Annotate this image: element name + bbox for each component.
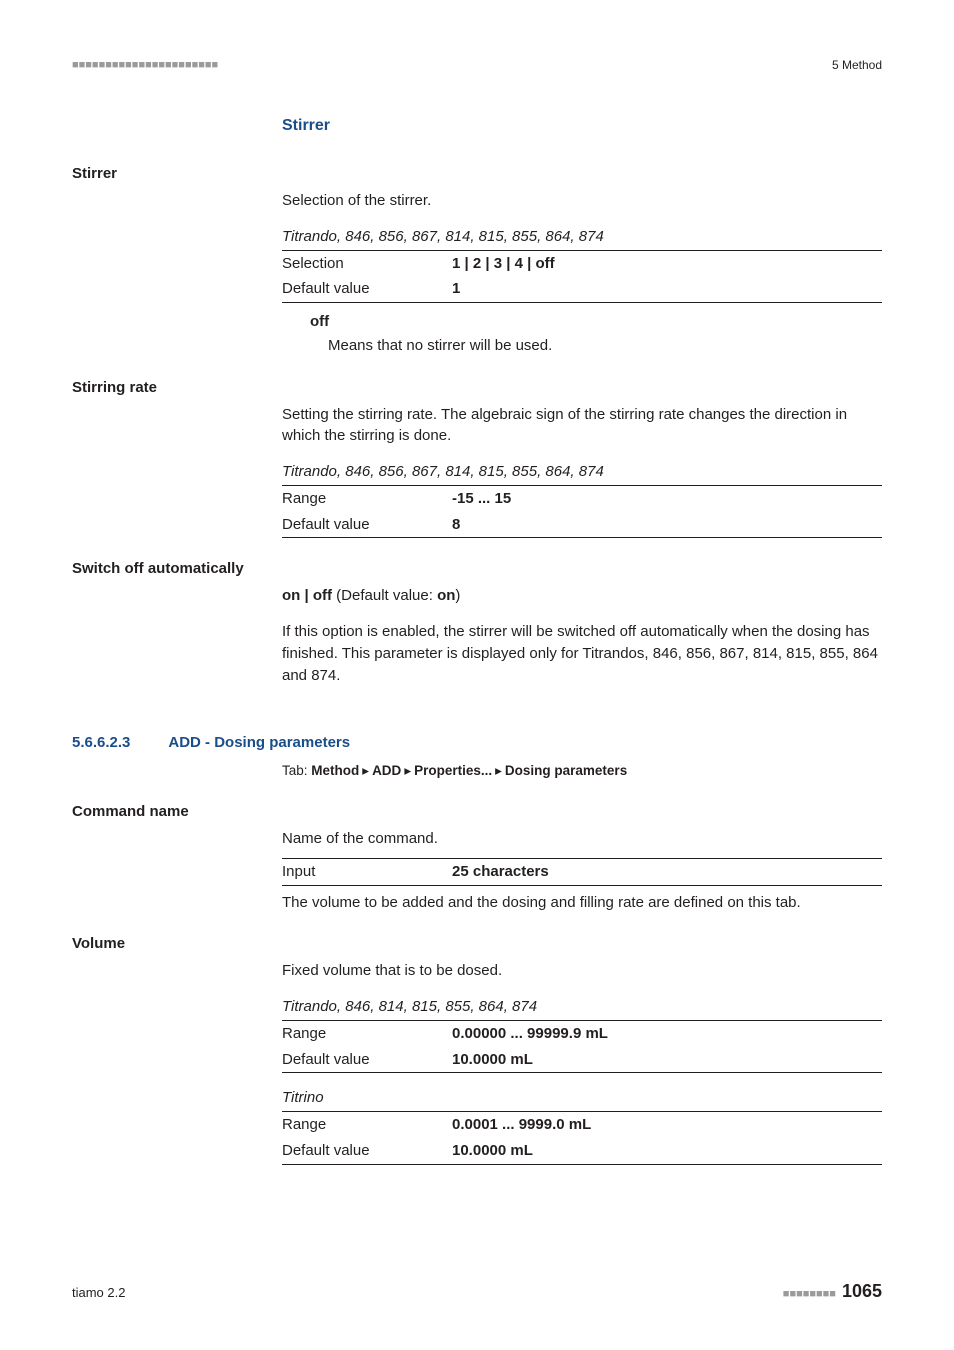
breadcrumb: Tab: Method▸ADD▸Properties...▸Dosing par… bbox=[282, 761, 882, 781]
table-key: Default value bbox=[282, 1047, 452, 1073]
param-table: Range 0.00000 ... 99999.9 mL Default val… bbox=[282, 1020, 882, 1074]
chevron-right-icon: ▸ bbox=[401, 763, 414, 778]
page-footer: tiamo 2.2 ■■■■■■■■ 1065 bbox=[72, 1281, 882, 1302]
product-name: tiamo 2.2 bbox=[72, 1285, 125, 1300]
table-val: 25 characters bbox=[452, 859, 882, 885]
tab-part: Properties... bbox=[414, 763, 492, 778]
table-key: Default value bbox=[282, 512, 452, 538]
onoff-mid: (Default value: bbox=[332, 587, 437, 604]
onoff-options: on | off bbox=[282, 587, 332, 604]
onoff-default: on bbox=[437, 587, 455, 604]
table-key: Input bbox=[282, 859, 452, 885]
param-table: Range -15 ... 15 Default value 8 bbox=[282, 485, 882, 539]
def-body: Means that no stirrer will be used. bbox=[328, 335, 882, 357]
table-val: 0.00000 ... 99999.9 mL bbox=[452, 1021, 882, 1047]
table-key: Range bbox=[282, 486, 452, 512]
table-key: Range bbox=[282, 1021, 452, 1047]
section-number: 5.6.6.2.3 bbox=[72, 734, 130, 751]
param-label-command-name: Command name bbox=[72, 803, 282, 820]
param-table: Range 0.0001 ... 9999.0 mL Default value… bbox=[282, 1111, 882, 1165]
onoff-suffix: ) bbox=[455, 587, 460, 604]
footer-dashes: ■■■■■■■■ bbox=[783, 1288, 836, 1300]
chevron-right-icon: ▸ bbox=[492, 763, 505, 778]
table-val: 1 bbox=[452, 276, 882, 302]
table-key: Range bbox=[282, 1112, 452, 1138]
page-number: 1065 bbox=[842, 1281, 882, 1301]
param-desc: The volume to be added and the dosing an… bbox=[282, 892, 882, 914]
running-header: ■■■■■■■■■■■■■■■■■■■■■■ 5 Method bbox=[72, 58, 882, 72]
table-key: Default value bbox=[282, 276, 452, 302]
tab-part: Method bbox=[311, 763, 359, 778]
table-val: 1 | 2 | 3 | 4 | off bbox=[452, 251, 882, 277]
tab-part: ADD bbox=[372, 763, 401, 778]
param-label-stirring-rate: Stirring rate bbox=[72, 379, 282, 396]
models-line: Titrando, 846, 856, 867, 814, 815, 855, … bbox=[282, 461, 882, 483]
param-label-stirrer: Stirrer bbox=[72, 165, 282, 182]
header-chapter: 5 Method bbox=[832, 58, 882, 72]
param-label-volume: Volume bbox=[72, 935, 282, 952]
def-term: off bbox=[310, 311, 882, 333]
param-desc: Selection of the stirrer. bbox=[282, 190, 882, 212]
table-val: 10.0000 mL bbox=[452, 1138, 882, 1164]
models-line: Titrando, 846, 814, 815, 855, 864, 874 bbox=[282, 996, 882, 1018]
param-desc: Setting the stirring rate. The algebraic… bbox=[282, 404, 882, 448]
param-table: Selection 1 | 2 | 3 | 4 | off Default va… bbox=[282, 250, 882, 304]
table-val: 10.0000 mL bbox=[452, 1047, 882, 1073]
tab-prefix: Tab: bbox=[282, 763, 311, 778]
models-line: Titrino bbox=[282, 1087, 882, 1109]
chevron-right-icon: ▸ bbox=[359, 763, 372, 778]
table-val: -15 ... 15 bbox=[452, 486, 882, 512]
table-key: Selection bbox=[282, 251, 452, 277]
table-val: 8 bbox=[452, 512, 882, 538]
param-table: Input 25 characters bbox=[282, 858, 882, 886]
section-title: ADD - Dosing parameters bbox=[168, 734, 350, 751]
param-desc: Fixed volume that is to be dosed. bbox=[282, 960, 882, 982]
param-label-switch-off: Switch off automatically bbox=[72, 560, 244, 577]
param-desc: If this option is enabled, the stirrer w… bbox=[282, 621, 882, 686]
header-dashes: ■■■■■■■■■■■■■■■■■■■■■■ bbox=[72, 59, 218, 71]
onoff-line: on | off (Default value: on) bbox=[282, 585, 882, 607]
table-key: Default value bbox=[282, 1138, 452, 1164]
section-heading-stirrer: Stirrer bbox=[282, 114, 882, 137]
table-val: 0.0001 ... 9999.0 mL bbox=[452, 1112, 882, 1138]
tab-part: Dosing parameters bbox=[505, 763, 627, 778]
param-desc: Name of the command. bbox=[282, 828, 882, 850]
models-line: Titrando, 846, 856, 867, 814, 815, 855, … bbox=[282, 226, 882, 248]
